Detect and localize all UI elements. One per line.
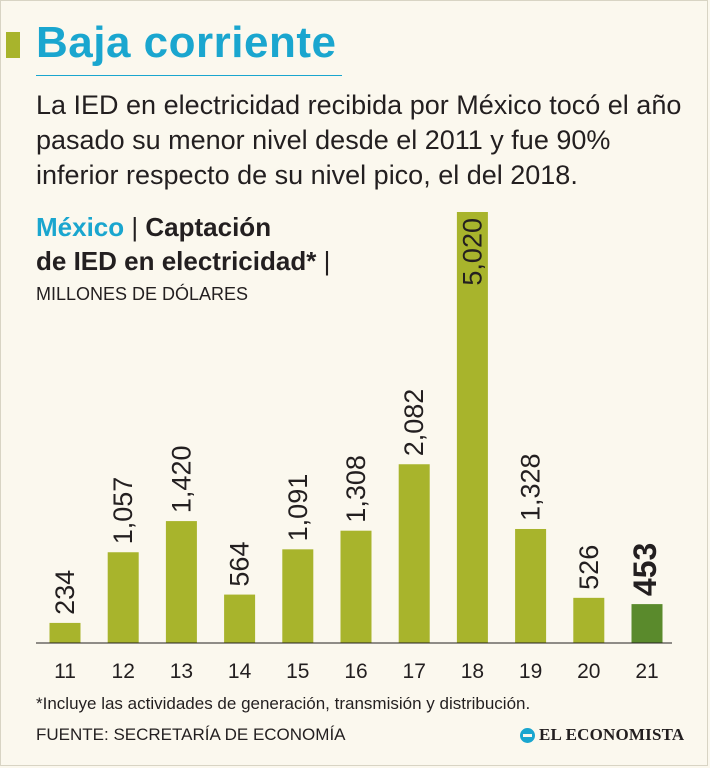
bar-label-11: 234 xyxy=(50,570,80,615)
chart-heading-separator: | xyxy=(131,212,139,242)
chart-heading-country: México xyxy=(36,212,125,242)
chart-heading-trailing-separator: | xyxy=(323,246,331,276)
bar-label-14: 564 xyxy=(225,542,255,587)
bar-13 xyxy=(165,521,197,643)
bar-15 xyxy=(282,549,314,643)
x-tick-14: 14 xyxy=(228,660,252,683)
bar-18 xyxy=(456,212,488,643)
chart-units: MILLONES DE DÓLARES xyxy=(36,284,249,304)
brand-logo: EL ECONOMISTA xyxy=(520,725,684,745)
x-tick-18: 18 xyxy=(461,660,484,683)
bar-14 xyxy=(224,594,256,643)
bar-label-20: 526 xyxy=(574,545,604,590)
bar-label-12: 1,057 xyxy=(108,477,138,545)
bar-17 xyxy=(398,464,430,643)
source-credit: FUENTE: SECRETARÍA DE ECONOMÍA xyxy=(36,725,346,744)
brand-name: EL ECONOMISTA xyxy=(539,725,685,744)
bar-21 xyxy=(631,604,663,643)
bar-label-18: 5,020 xyxy=(457,218,487,286)
page-title: Baja corriente xyxy=(36,18,337,67)
title-accent-marker xyxy=(6,32,20,58)
x-tick-15: 15 xyxy=(286,660,309,683)
x-tick-20: 20 xyxy=(577,660,600,683)
bar-label-16: 1,308 xyxy=(341,455,371,523)
title-underline xyxy=(36,75,342,76)
x-tick-11: 11 xyxy=(54,660,76,683)
x-tick-13: 13 xyxy=(170,660,193,683)
footnote: *Incluye las actividades de generación, … xyxy=(36,694,531,713)
bar-label-13: 1,420 xyxy=(166,446,196,514)
bar-20 xyxy=(573,597,605,643)
brand-globe-icon xyxy=(520,727,535,743)
x-tick-21: 21 xyxy=(635,660,658,683)
bar-label-17: 2,082 xyxy=(399,389,429,457)
bar-label-21: 453 xyxy=(627,543,663,596)
chart-heading-line2: de IED en electricidad* xyxy=(36,246,317,276)
subtitle: La IED en electricidad recibida por Méxi… xyxy=(36,90,682,190)
x-tick-16: 16 xyxy=(344,660,367,683)
x-tick-12: 12 xyxy=(112,660,135,683)
bar-19 xyxy=(515,528,547,643)
bar-12 xyxy=(107,552,139,643)
bar-label-15: 1,091 xyxy=(283,474,313,542)
chart-heading-line1: Captación xyxy=(145,212,272,242)
bar-11 xyxy=(49,622,81,643)
bar-16 xyxy=(340,530,372,643)
bar-label-19: 1,328 xyxy=(516,453,546,521)
x-tick-19: 19 xyxy=(519,660,542,683)
chart-heading: México | Captación de IED en electricida… xyxy=(36,210,330,278)
x-tick-17: 17 xyxy=(403,660,426,683)
